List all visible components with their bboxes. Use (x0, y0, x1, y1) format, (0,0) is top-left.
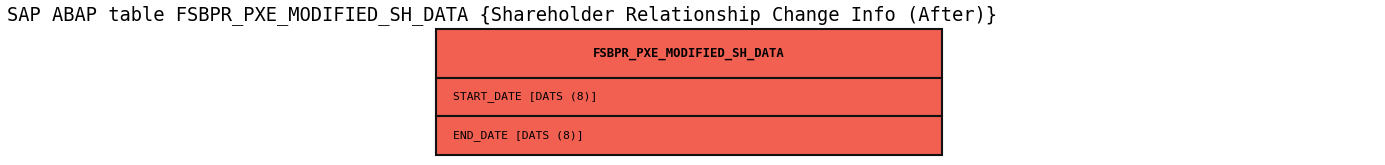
Text: START_DATE [DATS (8)]: START_DATE [DATS (8)] (453, 91, 597, 102)
FancyBboxPatch shape (436, 29, 942, 78)
Text: SAP ABAP table FSBPR_PXE_MODIFIED_SH_DATA {Shareholder Relationship Change Info : SAP ABAP table FSBPR_PXE_MODIFIED_SH_DAT… (7, 5, 997, 25)
Text: FSBPR_PXE_MODIFIED_SH_DATA: FSBPR_PXE_MODIFIED_SH_DATA (593, 47, 785, 60)
FancyBboxPatch shape (436, 116, 942, 155)
Text: END_DATE [DATS (8)]: END_DATE [DATS (8)] (453, 130, 583, 141)
FancyBboxPatch shape (436, 78, 942, 116)
